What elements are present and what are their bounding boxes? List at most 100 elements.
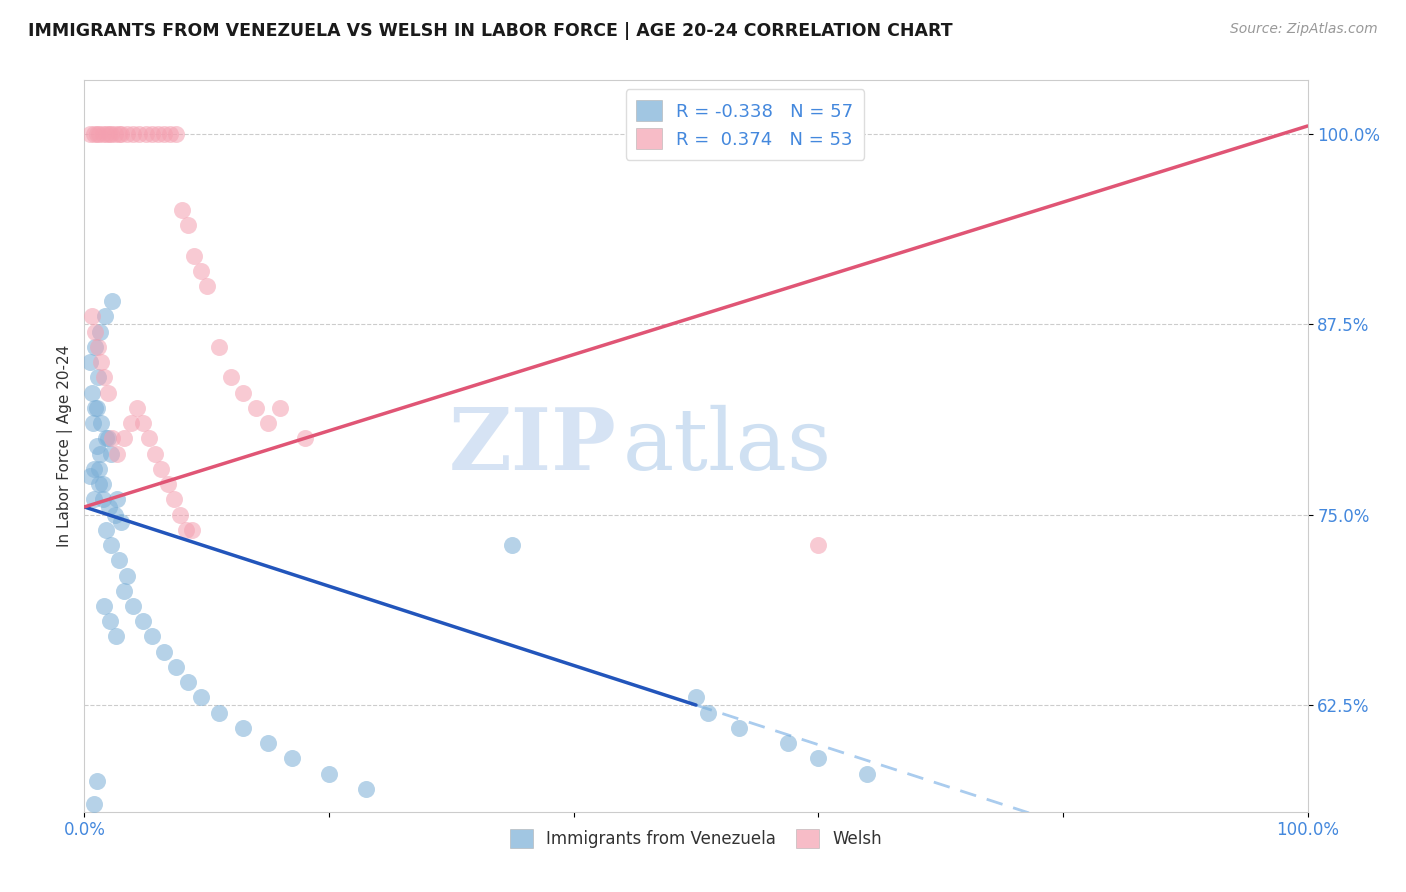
- Point: [208, 706, 231, 720]
- Point: [83, 797, 105, 811]
- Point: [807, 538, 830, 552]
- Point: [190, 264, 212, 278]
- Point: [685, 690, 707, 705]
- Point: [79, 469, 101, 483]
- Point: [163, 492, 186, 507]
- Point: [96, 523, 118, 537]
- Point: [150, 462, 173, 476]
- Point: [100, 538, 122, 552]
- Point: [125, 401, 148, 415]
- Point: [727, 721, 749, 735]
- Point: [354, 781, 377, 796]
- Point: [86, 401, 108, 415]
- Point: [90, 416, 112, 430]
- Point: [87, 127, 110, 141]
- Point: [104, 127, 127, 141]
- Point: [93, 370, 115, 384]
- Point: [93, 599, 115, 613]
- Point: [79, 127, 101, 141]
- Point: [101, 431, 124, 445]
- Point: [84, 401, 107, 415]
- Point: [294, 431, 316, 445]
- Point: [105, 630, 128, 644]
- Text: IMMIGRANTS FROM VENEZUELA VS WELSH IN LABOR FORCE | AGE 20-24 CORRELATION CHART: IMMIGRANTS FROM VENEZUELA VS WELSH IN LA…: [28, 22, 953, 40]
- Point: [86, 439, 108, 453]
- Point: [195, 279, 218, 293]
- Text: Source: ZipAtlas.com: Source: ZipAtlas.com: [1230, 22, 1378, 37]
- Point: [174, 523, 197, 537]
- Point: [122, 599, 145, 613]
- Point: [91, 492, 114, 507]
- Point: [183, 248, 205, 262]
- Point: [245, 401, 267, 415]
- Point: [177, 218, 200, 232]
- Point: [232, 385, 254, 400]
- Point: [115, 568, 138, 582]
- Point: [83, 127, 105, 141]
- Legend: Immigrants from Venezuela, Welsh: Immigrants from Venezuela, Welsh: [503, 822, 889, 855]
- Point: [104, 508, 127, 522]
- Point: [89, 325, 111, 339]
- Point: [807, 751, 830, 765]
- Point: [96, 431, 118, 445]
- Point: [122, 127, 145, 141]
- Point: [97, 385, 120, 400]
- Point: [115, 127, 138, 141]
- Point: [132, 416, 155, 430]
- Point: [156, 477, 179, 491]
- Text: ZIP: ZIP: [449, 404, 616, 488]
- Point: [153, 127, 176, 141]
- Point: [169, 508, 191, 522]
- Point: [87, 370, 110, 384]
- Point: [128, 127, 150, 141]
- Point: [91, 127, 114, 141]
- Point: [177, 675, 200, 690]
- Point: [100, 447, 122, 461]
- Point: [165, 127, 187, 141]
- Point: [80, 385, 103, 400]
- Point: [232, 721, 254, 735]
- Point: [138, 431, 160, 445]
- Point: [105, 492, 128, 507]
- Text: atlas: atlas: [623, 404, 832, 488]
- Point: [101, 294, 124, 309]
- Point: [98, 614, 121, 628]
- Point: [84, 325, 107, 339]
- Point: [112, 583, 135, 598]
- Point: [105, 447, 128, 461]
- Point: [143, 447, 166, 461]
- Point: [110, 515, 132, 529]
- Point: [697, 706, 720, 720]
- Point: [257, 736, 280, 750]
- Point: [856, 766, 879, 780]
- Point: [181, 523, 204, 537]
- Point: [89, 447, 111, 461]
- Point: [135, 127, 157, 141]
- Point: [318, 766, 340, 780]
- Point: [91, 477, 114, 491]
- Point: [90, 355, 112, 369]
- Point: [79, 355, 101, 369]
- Point: [87, 477, 110, 491]
- Point: [86, 127, 108, 141]
- Point: [172, 202, 194, 217]
- Point: [159, 127, 181, 141]
- Point: [146, 127, 169, 141]
- Point: [82, 416, 104, 430]
- Point: [107, 553, 129, 567]
- Point: [100, 127, 122, 141]
- Point: [190, 690, 212, 705]
- Point: [110, 127, 132, 141]
- Point: [87, 462, 110, 476]
- Point: [80, 310, 103, 324]
- Y-axis label: In Labor Force | Age 20-24: In Labor Force | Age 20-24: [58, 345, 73, 547]
- Point: [165, 660, 187, 674]
- Point: [502, 538, 524, 552]
- Point: [120, 416, 142, 430]
- Point: [776, 736, 799, 750]
- Point: [83, 492, 105, 507]
- Point: [96, 127, 118, 141]
- Point: [112, 431, 135, 445]
- Point: [153, 645, 176, 659]
- Point: [97, 431, 120, 445]
